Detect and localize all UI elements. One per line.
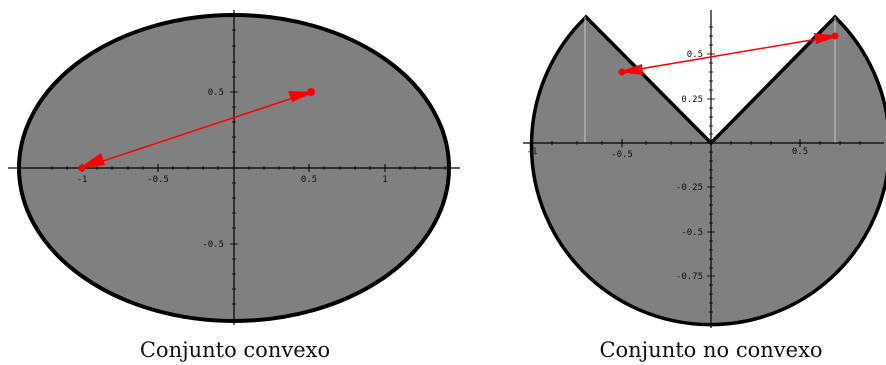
x-ticks	[551, 141, 861, 145]
y-tick-label: 0.5	[208, 88, 224, 98]
x-major-ticks	[531, 139, 801, 147]
caption-nonconvex: Conjunto no convexo	[599, 338, 823, 362]
y-tick-label: 0.5	[687, 50, 703, 60]
segment-endpoint	[831, 32, 839, 40]
segment-line	[621, 35, 836, 73]
x-tick-label: -1	[77, 175, 88, 185]
y-tick-label: 0.25	[681, 95, 703, 105]
x-tick-label: 0.5	[792, 147, 808, 157]
y-tick-label: -0.5	[202, 240, 224, 250]
segment-line	[81, 91, 312, 169]
arrowhead	[78, 153, 105, 169]
x-tick-label: 1	[382, 175, 387, 185]
x-tick-label: 0.5	[301, 175, 317, 185]
segment-endpoint	[78, 164, 86, 172]
segment-endpoint	[618, 68, 626, 76]
y-ticks	[230, 29, 238, 305]
x-tick-label: -0.5	[147, 175, 169, 185]
convex-set-plot: -1 -0.5 0.5 1 0.5 -0.5	[8, 10, 460, 325]
segment-endpoint	[307, 88, 315, 96]
caption-convex: Conjunto convexo	[139, 338, 331, 362]
x-tick-label: -0.5	[611, 150, 633, 160]
x-minor-ticks	[51, 166, 446, 170]
x-tick-label: -1	[527, 147, 538, 157]
y-tick-label: -0.25	[676, 183, 703, 193]
y-tick-label: -0.75	[676, 272, 703, 282]
y-tick-label: -0.5	[681, 228, 703, 238]
y-ticks	[707, 26, 715, 313]
nonconvex-set-plot: -1 -0.5 0.5 0.5 0.25 -0.25 -0.5 -0.75	[523, 10, 886, 328]
